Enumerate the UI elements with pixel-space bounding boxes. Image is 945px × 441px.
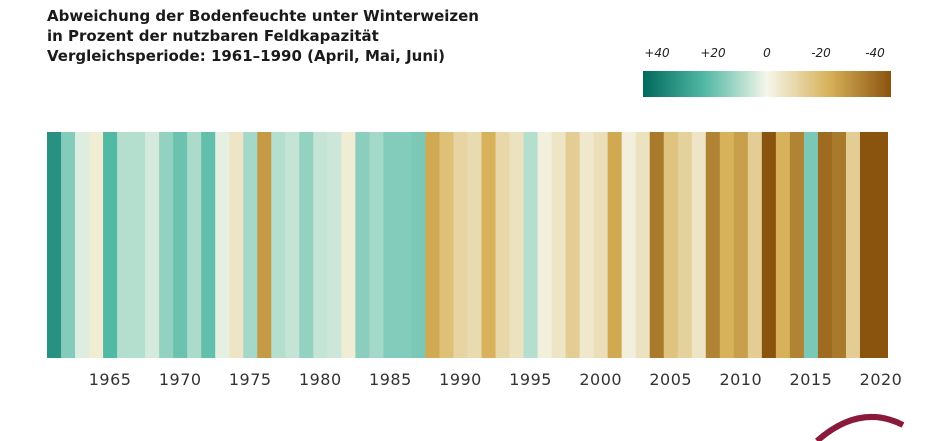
stripe-1973 [215,132,230,358]
chart-title-line-3: Vergleichsperiode: 1961–1990 (April, Mai… [47,47,446,65]
stripe-1967 [131,132,146,358]
stripe-1985 [383,132,399,358]
stripe-1987 [411,132,427,358]
x-tick-label-1985: 1985 [369,370,412,389]
stripe-1977 [271,132,286,358]
stripe-1970 [173,132,188,358]
x-tick-label-2010: 2010 [719,370,763,389]
color-legend-gradient [643,71,891,97]
stripe-2005 [663,132,679,358]
legend-tick-plus-40: +40 [644,46,670,60]
stripe-1961 [47,132,62,358]
stripe-1966 [117,132,132,358]
stripe-1965 [103,132,118,358]
legend-tick-zero: 0 [763,46,771,60]
stripe-2015 [803,132,819,358]
stripe-1972 [201,132,216,358]
stripe-1974 [229,132,244,358]
x-tick-label-1965: 1965 [88,370,132,389]
chart-title: Abweichung der Bodenfeuchte unter Winter… [47,6,479,66]
legend-tick-minus-40: -40 [865,46,885,60]
stripe-1976 [257,132,272,358]
legend-tick-plus-20: +20 [700,46,726,60]
logo-arc [815,414,905,441]
stripe-1992 [481,132,497,358]
stripe-1986 [397,132,413,358]
x-tick-label-2020: 2020 [859,370,903,389]
stripe-1983 [355,132,370,358]
stripe-1969 [159,132,174,358]
stripe-2009 [719,132,735,358]
stripe-1979 [299,132,314,358]
stripe-2011 [747,132,763,358]
x-tick-label-1970: 1970 [158,370,202,389]
stripe-1999 [579,132,595,358]
stripe-2014 [789,132,805,358]
stripe-1990 [453,132,469,358]
x-tick-label-1995: 1995 [509,370,552,389]
chart-title-line-2: in Prozent der nutzbaren Feldkapazität [47,27,379,45]
stripe-2004 [649,132,665,358]
stripe-1968 [145,132,160,358]
stripe-1998 [565,132,581,358]
stripe-2000 [593,132,609,358]
stripe-1975 [243,132,258,358]
stripe-1962 [61,132,76,358]
stripe-2012 [761,132,777,358]
stripe-1988 [425,132,441,358]
x-axis: 1965 1970 1975 1980 1985 1990 1995 2000 2005 2010… [47,370,902,392]
stripe-1964 [89,132,104,358]
stripe-2010 [733,132,749,358]
stripe-2019 [859,132,875,358]
stripe-1995 [523,132,539,358]
x-tick-label-2015: 2015 [789,370,833,389]
stripe-1996 [537,132,553,358]
stripe-2013 [775,132,791,358]
stripe-2007 [691,132,707,358]
color-legend-ticks: +40 +20 0 -20 -40 [643,46,891,64]
stripe-1984 [369,132,384,358]
stripe-2018 [845,132,861,358]
stripe-1982 [341,132,356,358]
legend-tick-minus-20: -20 [811,46,831,60]
stripe-2020 [873,132,888,358]
stripe-1989 [439,132,455,358]
stripe-1997 [551,132,567,358]
chart-title-line-1: Abweichung der Bodenfeuchte unter Winter… [47,7,479,25]
x-tick-label-1990: 1990 [439,370,482,389]
x-tick-label-1975: 1975 [228,370,272,389]
stripe-2006 [677,132,693,358]
stripe-1991 [467,132,483,358]
stripe-2003 [635,132,651,358]
stripe-1980 [313,132,328,358]
stripe-1981 [327,132,342,358]
stripe-2001 [607,132,623,358]
stripe-2008 [705,132,721,358]
x-tick-label-2000: 2000 [579,370,623,389]
stripe-1971 [187,132,202,358]
stripe-1978 [285,132,300,358]
x-tick-label-2005: 2005 [649,370,693,389]
stripe-1993 [495,132,511,358]
color-legend: +40 +20 0 -20 -40 [643,46,891,97]
warming-stripes-plot [47,132,888,358]
x-tick-label-1980: 1980 [298,370,342,389]
stripes-svg [47,132,888,358]
stripe-1994 [509,132,525,358]
stripe-1963 [75,132,90,358]
stripe-2017 [831,132,847,358]
stripe-2002 [621,132,637,358]
stripe-2016 [817,132,833,358]
